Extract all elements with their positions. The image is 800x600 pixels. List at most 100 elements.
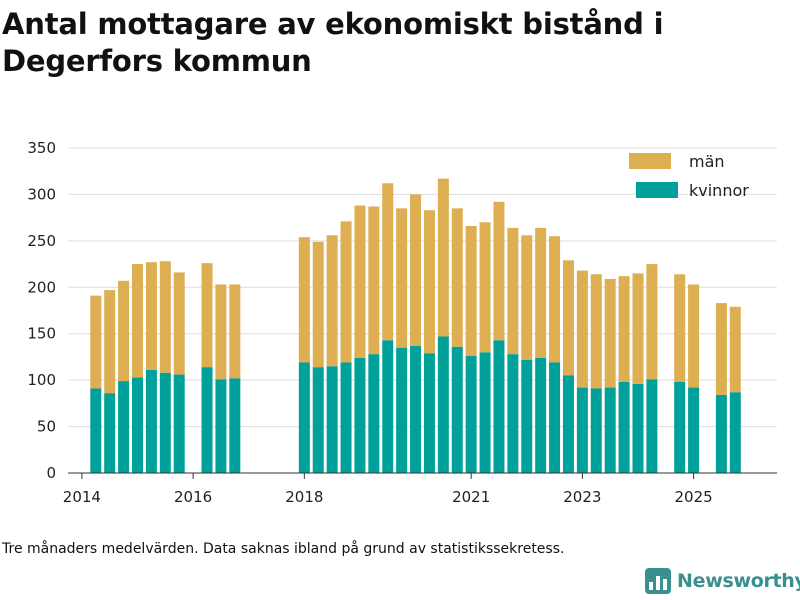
bar-kvinnor [173,374,185,473]
x-tick-label-2014: 2014 [63,488,101,506]
brand-name: Newsworthy [677,570,800,592]
footnote: Tre månaders medelvärden. Data saknas ib… [2,541,565,557]
bar-kvinnor [298,362,310,473]
bar-man [688,284,700,388]
bar-man [729,306,741,393]
bar-man [368,206,380,355]
y-tick-label-200: 200 [27,278,56,296]
bar-man [382,183,394,341]
bar-kvinnor [521,359,533,473]
bar-man [632,273,644,384]
bar-man [215,284,227,380]
bar-kvinnor [340,362,352,473]
bar-kvinnor [646,379,658,473]
bar-man [326,235,338,367]
brand-logo[interactable]: Newsworthy [645,568,800,594]
y-axis-ticks: 0 50 100 150 200 250 300 350 [27,139,56,482]
x-tick-label-2018: 2018 [285,488,323,506]
bar-man [145,262,157,370]
bar-kvinnor [451,346,463,473]
bar-kvinnor [132,377,144,473]
bar-kvinnor [229,378,241,473]
bar-man [173,272,185,375]
y-tick-label-0: 0 [46,464,56,482]
bar-man [354,205,366,358]
x-tick-label-2021: 2021 [452,488,490,506]
y-tick-label-250: 250 [27,232,56,250]
bar-man [618,276,630,382]
bar-man [479,222,491,353]
bar-kvinnor [729,392,741,473]
bar-man [437,178,449,337]
x-tick-label-2023: 2023 [563,488,601,506]
bar-kvinnor [90,388,102,473]
bar-kvinnor [688,387,700,473]
bar-kvinnor [632,383,644,473]
bar-man [590,274,602,389]
bar-man [201,263,213,368]
bar-kvinnor [382,340,394,473]
y-tick-label-300: 300 [27,185,56,203]
bar-chart-logo-icon [645,568,671,594]
bar-man [521,235,533,360]
legend-label-man: män [689,152,725,171]
bar-kvinnor [326,366,338,473]
bar-man [535,227,547,358]
bar-kvinnor [215,379,227,473]
bar-man [118,280,130,382]
bar-man [715,303,727,395]
bar-kvinnor [507,354,519,473]
bar-man [423,210,435,354]
bar-man [674,274,686,382]
legend[interactable]: män kvinnor [629,152,749,200]
bar-kvinnor [368,354,380,473]
y-tick-label-100: 100 [27,371,56,389]
bar-man [604,278,616,388]
bar-kvinnor [312,367,324,473]
bar-man [132,264,144,378]
bar-kvinnor [104,393,116,473]
bar-kvinnor [423,353,435,473]
bar-kvinnor [479,352,491,473]
bar-kvinnor [493,340,505,473]
bar-kvinnor [159,372,171,473]
bar-kvinnor [201,367,213,473]
bar-man [562,260,574,376]
bar-man [340,221,352,363]
bar-kvinnor [590,388,602,473]
chart-title: Antal mottagare av ekonomiskt bistånd i … [2,7,664,78]
bar-man [465,226,477,356]
bars [90,178,741,473]
bar-kvinnor [604,387,616,473]
bar-kvinnor [549,362,561,473]
bar-kvinnor [145,369,157,473]
legend-label-kvinnor: kvinnor [689,181,749,200]
bar-kvinnor [535,357,547,473]
bar-man [507,227,519,355]
bar-man [451,208,463,347]
bar-man [229,284,241,379]
bar-kvinnor [618,382,630,473]
bar-kvinnor [118,381,130,473]
bar-man [549,236,561,363]
bar-man [646,264,658,380]
x-axis-ticks: 2014 2016 2018 2021 2023 2025 [63,473,713,506]
bar-man [410,194,422,346]
bar-man [493,201,505,341]
bar-man [396,208,408,348]
y-tick-label-50: 50 [37,418,56,436]
x-tick-label-2016: 2016 [174,488,212,506]
bar-man [576,270,588,388]
bar-kvinnor [410,345,422,473]
bar-man [298,237,310,363]
bar-kvinnor [576,387,588,473]
bar-kvinnor [674,382,686,473]
y-tick-label-350: 350 [27,139,56,157]
legend-swatch-kvinnor [636,182,678,198]
y-tick-label-150: 150 [27,325,56,343]
bar-kvinnor [465,356,477,473]
x-tick-label-2025: 2025 [674,488,712,506]
bar-kvinnor [396,347,408,473]
bar-man [159,261,171,373]
